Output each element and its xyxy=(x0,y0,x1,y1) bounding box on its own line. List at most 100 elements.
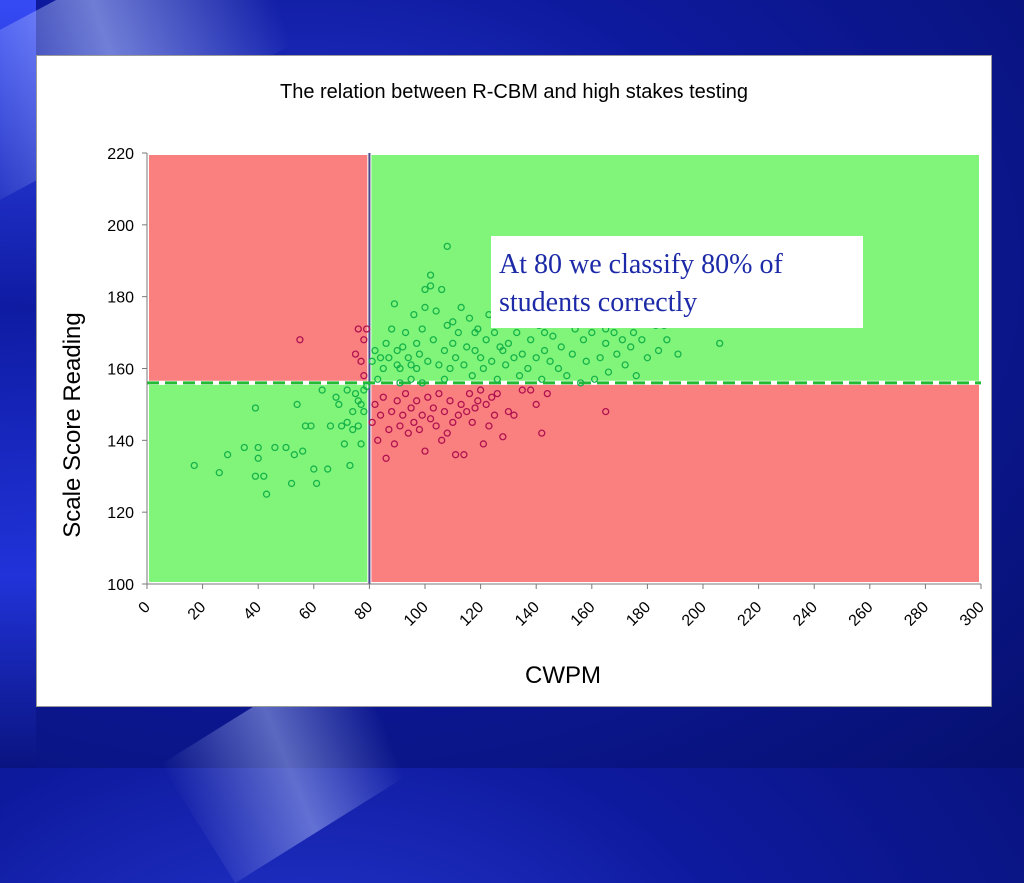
data-point-correct xyxy=(438,285,446,294)
data-point-correct xyxy=(254,454,262,462)
data-point-correct xyxy=(418,379,426,387)
data-point-incorrect xyxy=(371,400,379,409)
y-tick-label: 100 xyxy=(107,577,134,594)
data-point-correct xyxy=(716,339,724,348)
data-point-correct xyxy=(443,321,451,330)
chart-title: The relation between R-CBM and high stak… xyxy=(280,81,748,103)
data-point-correct xyxy=(632,372,640,380)
data-point-correct xyxy=(349,407,357,416)
x-axis-label: CWPM xyxy=(525,662,601,689)
data-point-incorrect xyxy=(476,386,485,394)
data-point-correct xyxy=(524,364,532,373)
data-point-correct xyxy=(251,404,260,412)
data-point-correct xyxy=(479,364,488,373)
data-point-incorrect xyxy=(499,433,507,441)
data-point-correct xyxy=(362,382,371,391)
data-point-correct xyxy=(387,325,396,333)
data-point-incorrect xyxy=(440,407,449,416)
data-point-correct xyxy=(393,361,401,369)
data-point-incorrect xyxy=(374,436,382,444)
data-point-incorrect xyxy=(360,336,368,344)
data-point-incorrect xyxy=(413,397,421,405)
x-tick-label: 240 xyxy=(790,599,821,630)
data-point-correct xyxy=(582,357,590,365)
x-tick-label: 80 xyxy=(352,599,377,624)
data-point-incorrect xyxy=(479,440,488,448)
data-point-correct xyxy=(457,303,465,312)
data-point-correct xyxy=(488,357,496,365)
data-point-incorrect xyxy=(538,429,546,437)
x-tick-label: 120 xyxy=(457,599,488,630)
data-point-incorrect xyxy=(510,411,518,419)
data-point-incorrect xyxy=(387,407,396,416)
data-point-correct xyxy=(346,461,354,470)
data-point-correct xyxy=(432,307,440,315)
data-point-correct xyxy=(604,368,613,376)
data-point-correct xyxy=(490,328,499,337)
data-point-incorrect xyxy=(482,400,490,409)
data-point-incorrect xyxy=(296,336,304,344)
data-point-correct xyxy=(421,303,429,312)
data-point-correct xyxy=(354,422,362,430)
data-point-correct xyxy=(410,310,418,319)
data-point-correct xyxy=(563,372,571,380)
y-axis-label: Scale Score Reading xyxy=(59,312,86,537)
data-point-incorrect xyxy=(449,418,457,427)
data-point-incorrect xyxy=(432,422,440,430)
data-point-correct xyxy=(385,354,393,362)
data-point-correct xyxy=(376,354,385,362)
data-point-incorrect xyxy=(362,325,371,333)
data-point-correct xyxy=(504,339,513,348)
data-point-correct xyxy=(465,314,474,322)
data-point-correct xyxy=(390,300,399,308)
data-point-incorrect xyxy=(429,404,437,412)
data-point-correct xyxy=(643,354,652,362)
data-point-correct xyxy=(590,375,599,383)
data-point-incorrect xyxy=(368,418,376,427)
data-point-correct xyxy=(293,400,301,409)
data-point-correct xyxy=(404,354,412,362)
data-point-correct xyxy=(460,361,468,369)
data-point-incorrect xyxy=(468,418,476,427)
data-point-incorrect xyxy=(360,372,368,380)
y-tick-label: 200 xyxy=(107,218,134,235)
x-tick-label: 280 xyxy=(901,599,932,630)
data-point-incorrect xyxy=(454,411,463,419)
data-point-incorrect xyxy=(438,436,446,444)
data-point-incorrect xyxy=(490,411,499,419)
data-point-incorrect xyxy=(385,425,393,434)
data-point-correct xyxy=(540,328,549,337)
y-tick-label: 220 xyxy=(107,146,134,163)
data-point-correct xyxy=(190,461,198,470)
data-point-incorrect xyxy=(504,407,513,416)
data-point-incorrect xyxy=(457,400,465,409)
data-point-incorrect xyxy=(518,386,526,394)
data-point-correct xyxy=(610,328,618,337)
data-point-correct xyxy=(307,422,315,430)
data-point-correct xyxy=(379,364,387,373)
data-point-correct xyxy=(526,336,535,344)
data-point-correct xyxy=(262,490,271,498)
data-point-correct xyxy=(260,472,268,480)
data-point-incorrect xyxy=(393,397,401,405)
data-point-incorrect xyxy=(543,389,551,398)
data-point-correct xyxy=(326,422,335,430)
data-point-incorrect xyxy=(426,415,435,423)
data-point-correct xyxy=(443,242,451,251)
data-point-correct xyxy=(382,339,390,348)
x-tick-label: 40 xyxy=(240,599,265,624)
data-point-correct xyxy=(429,336,437,344)
x-tick-label: 60 xyxy=(296,599,321,624)
x-tick-label: 180 xyxy=(623,599,654,630)
data-point-correct xyxy=(254,443,262,452)
data-point-correct xyxy=(349,425,357,434)
data-point-correct xyxy=(482,336,490,344)
data-point-correct xyxy=(540,346,549,355)
data-point-correct xyxy=(621,361,629,369)
data-point-correct xyxy=(374,375,382,383)
data-point-incorrect xyxy=(415,425,424,434)
data-point-incorrect xyxy=(351,350,360,358)
data-point-incorrect xyxy=(424,393,432,401)
data-point-correct xyxy=(654,346,663,355)
data-point-correct xyxy=(424,357,432,365)
